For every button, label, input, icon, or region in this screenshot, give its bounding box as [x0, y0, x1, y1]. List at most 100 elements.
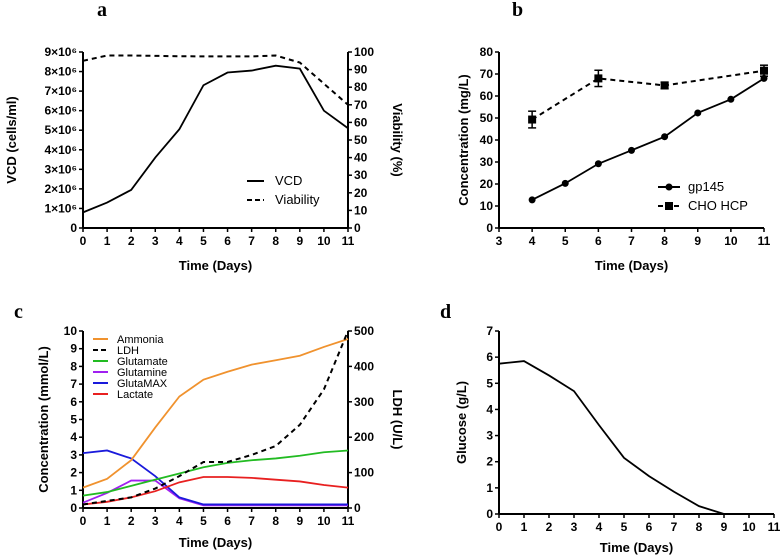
y-tick-label: 6	[70, 395, 77, 409]
y2-axis-label: Viability (%)	[390, 103, 405, 176]
legend: VCD Viability	[247, 173, 320, 207]
y-tick-label: 1	[70, 483, 77, 497]
y2-tick-label: 10	[354, 203, 368, 217]
x-tick-label: 1	[104, 514, 111, 528]
y-tick-label: 8	[70, 359, 77, 373]
y-tick-label: 7	[486, 324, 493, 338]
legend-label: gp145	[688, 179, 724, 194]
x-tick-label: 3	[152, 234, 159, 248]
x-tick-label: 9	[721, 520, 728, 534]
x-tick-label: 6	[595, 234, 602, 248]
y-tick-label: 20	[480, 177, 494, 191]
x-tick-label: 9	[296, 514, 303, 528]
y2-tick-label: 70	[354, 98, 368, 112]
y-tick-label: 6×10⁶	[44, 104, 77, 118]
y-tick-label: 2×10⁶	[44, 182, 77, 196]
y-tick-label: 5	[486, 376, 493, 390]
legend: gp145 CHO HCP	[658, 179, 748, 213]
x-tick-label: 10	[724, 234, 738, 248]
y-tick-label: 2	[70, 466, 77, 480]
y-tick-label: 40	[480, 133, 494, 147]
x-tick-label: 8	[661, 234, 668, 248]
x-tick-label: 2	[128, 234, 135, 248]
series-cho-hcp-point	[594, 74, 603, 83]
series-gp145-point	[694, 109, 702, 117]
y-tick-label: 0	[486, 221, 493, 235]
x-tick-label: 3	[496, 234, 503, 248]
legend-label: Viability	[275, 192, 320, 207]
x-tick-label: 4	[176, 514, 183, 528]
y2-tick-label: 400	[354, 359, 374, 373]
x-tick-label: 8	[696, 520, 703, 534]
x-tick-label: 10	[317, 234, 331, 248]
panel-label: d	[440, 301, 451, 323]
y-axis-label: Concentration (mmol/L)	[36, 346, 51, 493]
y-tick-label: 10	[64, 324, 78, 338]
y-tick-label: 10	[480, 199, 494, 213]
series-vcd-line	[82, 64, 349, 214]
panel-label: b	[512, 0, 523, 21]
x-tick-label: 0	[80, 234, 87, 248]
series-cho-hcp-point	[528, 115, 537, 124]
y-tick-label: 6	[486, 350, 493, 364]
series-cho-hcp-line	[531, 69, 765, 121]
y-tick-label: 4	[486, 402, 493, 416]
y2-tick-label: 0	[354, 221, 361, 235]
y-tick-label: 9	[70, 342, 77, 356]
y2-tick-label: 50	[354, 133, 368, 147]
y-tick-label: 5×10⁶	[44, 123, 77, 137]
y-axis-label: Concentration (mg/L)	[456, 74, 471, 205]
x-tick-label: 5	[562, 234, 569, 248]
series-cho-hcp-point	[760, 66, 768, 75]
y2-tick-label: 60	[354, 115, 368, 129]
y-tick-label: 0	[486, 507, 493, 521]
x-tick-label: 2	[546, 520, 553, 534]
series-gp145-point	[727, 95, 735, 103]
x-tick-label: 1	[521, 520, 528, 534]
series-gp145-point	[594, 160, 602, 168]
x-tick-label: 0	[80, 514, 87, 528]
x-tick-label: 8	[272, 514, 279, 528]
series-viability-line	[82, 54, 349, 106]
x-tick-label: 4	[529, 234, 536, 248]
legend-label: Lactate	[117, 389, 153, 401]
x-axis-label: Time (Days)	[179, 535, 252, 550]
x-axis-label: Time (Days)	[600, 540, 673, 555]
y2-tick-label: 80	[354, 80, 368, 94]
x-tick-label: 3	[571, 520, 578, 534]
x-tick-label: 6	[224, 234, 231, 248]
x-tick-label: 4	[596, 520, 603, 534]
legend: AmmoniaLDHGlutamateGlutamineGlutaMAXLact…	[93, 334, 168, 401]
x-tick-label: 5	[200, 514, 207, 528]
y-tick-label: 3	[70, 448, 77, 462]
legend-marker	[665, 202, 673, 210]
x-tick-label: 1	[104, 234, 111, 248]
legend-label: Ammonia	[117, 334, 164, 346]
legend-label: CHO HCP	[688, 198, 748, 213]
x-tick-label: 4	[176, 234, 183, 248]
y-tick-label: 3×10⁶	[44, 162, 77, 176]
x-tick-label: 8	[272, 234, 279, 248]
y-tick-label: 1	[486, 481, 493, 495]
legend-label: Glutamine	[117, 367, 167, 379]
legend-label: VCD	[275, 173, 302, 188]
series-gp145-point	[628, 146, 635, 154]
y-axis-label: Glucose (g/L)	[454, 381, 469, 464]
legend-marker	[665, 183, 673, 191]
x-axis-label: Time (Days)	[595, 258, 668, 273]
series-glucose-line	[498, 360, 725, 515]
x-tick-label: 9	[296, 234, 303, 248]
x-tick-label: 11	[768, 520, 781, 534]
series-glutamate-line	[82, 449, 349, 497]
x-tick-label: 2	[128, 514, 135, 528]
panel-label: a	[97, 0, 107, 21]
y-tick-label: 0	[70, 221, 77, 235]
series-lactate-line	[82, 476, 349, 506]
y-tick-label: 4×10⁶	[44, 143, 77, 157]
x-axis-label: Time (Days)	[179, 258, 252, 273]
y2-tick-label: 100	[354, 45, 374, 59]
y-axis-label: VCD (cells/ml)	[4, 96, 19, 183]
panel-d: d 0 1 2 3 4 5 6 7 8 9 10 11 0 1 2 3 4 5 6 7 Time (Days) Glucos…	[440, 301, 781, 555]
x-tick-label: 7	[248, 514, 255, 528]
